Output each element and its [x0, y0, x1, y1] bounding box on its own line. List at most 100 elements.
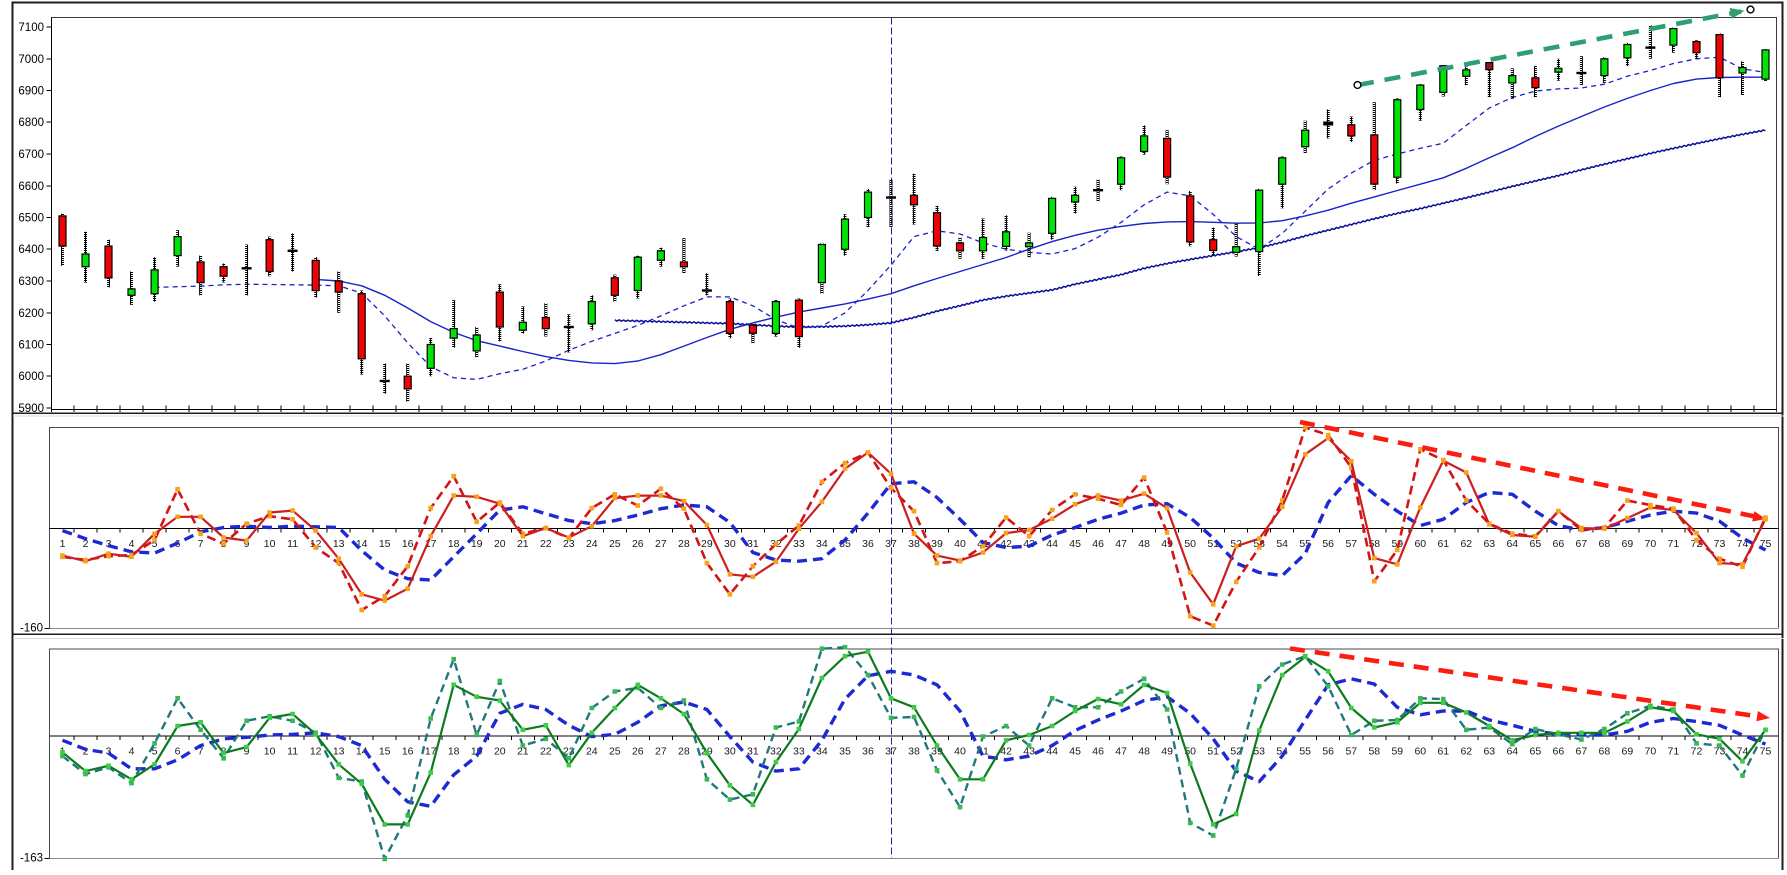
- svg-text:3: 3: [106, 745, 112, 757]
- svg-text:-160: -160: [20, 623, 43, 635]
- svg-text:22: 22: [540, 745, 552, 757]
- svg-text:37: 37: [885, 538, 897, 550]
- svg-text:27: 27: [655, 538, 667, 550]
- svg-text:63: 63: [1483, 538, 1495, 550]
- svg-text:29: 29: [701, 538, 713, 550]
- svg-text:40: 40: [954, 745, 966, 757]
- svg-text:55: 55: [1299, 538, 1311, 550]
- svg-text:39: 39: [931, 745, 943, 757]
- svg-text:47: 47: [1115, 538, 1127, 550]
- svg-text:67: 67: [1576, 745, 1588, 757]
- svg-text:12: 12: [310, 745, 322, 757]
- svg-text:48: 48: [1138, 538, 1150, 550]
- svg-text:41: 41: [977, 745, 989, 757]
- svg-text:51: 51: [1207, 538, 1219, 550]
- svg-text:15: 15: [379, 745, 391, 757]
- svg-text:17: 17: [425, 538, 437, 550]
- svg-text:6800: 6800: [18, 117, 44, 129]
- svg-text:64: 64: [1506, 538, 1518, 550]
- svg-text:53: 53: [1253, 538, 1265, 550]
- svg-text:55: 55: [1299, 745, 1311, 757]
- svg-text:44: 44: [1046, 538, 1058, 550]
- svg-text:34: 34: [816, 538, 828, 550]
- svg-text:6: 6: [175, 745, 181, 757]
- svg-text:47: 47: [1115, 745, 1127, 757]
- svg-text:7000: 7000: [18, 54, 44, 66]
- svg-text:71: 71: [1668, 538, 1680, 550]
- svg-text:2: 2: [83, 538, 89, 550]
- svg-text:72: 72: [1691, 538, 1703, 550]
- svg-text:33: 33: [793, 538, 805, 550]
- svg-text:68: 68: [1599, 538, 1611, 550]
- svg-text:51: 51: [1207, 745, 1219, 757]
- svg-text:7: 7: [198, 745, 204, 757]
- svg-text:43: 43: [1023, 745, 1035, 757]
- svg-text:28: 28: [678, 538, 690, 550]
- svg-text:26: 26: [632, 745, 644, 757]
- svg-text:16: 16: [402, 538, 414, 550]
- svg-text:18: 18: [448, 538, 460, 550]
- svg-text:23: 23: [563, 745, 575, 757]
- svg-text:5: 5: [152, 538, 158, 550]
- svg-text:45: 45: [1069, 538, 1081, 550]
- svg-text:27: 27: [655, 745, 667, 757]
- svg-text:56: 56: [1322, 538, 1334, 550]
- svg-text:19: 19: [471, 745, 483, 757]
- svg-text:67: 67: [1576, 538, 1588, 550]
- svg-text:73: 73: [1714, 538, 1726, 550]
- svg-text:11: 11: [287, 538, 298, 550]
- svg-text:6600: 6600: [18, 181, 44, 193]
- svg-text:74: 74: [1737, 745, 1749, 757]
- svg-text:21: 21: [517, 538, 529, 550]
- svg-text:49: 49: [1161, 538, 1173, 550]
- svg-text:6400: 6400: [18, 244, 44, 256]
- svg-text:66: 66: [1553, 538, 1565, 550]
- svg-text:16: 16: [402, 745, 414, 757]
- svg-text:50: 50: [1184, 745, 1196, 757]
- svg-text:42: 42: [1000, 745, 1012, 757]
- svg-text:7100: 7100: [18, 22, 44, 34]
- svg-text:75: 75: [1760, 745, 1772, 757]
- svg-text:43: 43: [1023, 538, 1035, 550]
- svg-text:24: 24: [586, 745, 598, 757]
- svg-text:-163: -163: [20, 853, 43, 865]
- svg-text:26: 26: [632, 538, 644, 550]
- svg-text:38: 38: [908, 538, 920, 550]
- svg-text:61: 61: [1437, 745, 1449, 757]
- svg-text:53: 53: [1253, 745, 1265, 757]
- svg-text:71: 71: [1668, 745, 1680, 757]
- svg-text:60: 60: [1414, 745, 1426, 757]
- svg-text:32: 32: [770, 745, 782, 757]
- svg-text:30: 30: [724, 538, 736, 550]
- svg-text:65: 65: [1530, 538, 1542, 550]
- svg-text:31: 31: [747, 745, 759, 757]
- svg-text:56: 56: [1322, 745, 1334, 757]
- svg-text:23: 23: [563, 538, 575, 550]
- svg-text:57: 57: [1345, 745, 1357, 757]
- svg-text:46: 46: [1092, 745, 1104, 757]
- svg-text:5: 5: [152, 745, 158, 757]
- svg-text:9: 9: [244, 538, 250, 550]
- svg-text:7: 7: [198, 538, 204, 550]
- svg-text:22: 22: [540, 538, 552, 550]
- svg-text:68: 68: [1599, 745, 1611, 757]
- svg-text:15: 15: [379, 538, 391, 550]
- svg-text:6200: 6200: [18, 308, 44, 320]
- svg-text:70: 70: [1645, 538, 1657, 550]
- svg-text:58: 58: [1368, 538, 1380, 550]
- svg-text:52: 52: [1230, 745, 1242, 757]
- svg-text:28: 28: [678, 745, 690, 757]
- svg-text:54: 54: [1276, 745, 1288, 757]
- svg-text:6000: 6000: [18, 371, 44, 383]
- svg-text:14: 14: [356, 745, 368, 757]
- svg-text:64: 64: [1506, 745, 1518, 757]
- svg-text:38: 38: [908, 745, 920, 757]
- svg-text:4: 4: [129, 745, 135, 757]
- svg-text:19: 19: [471, 538, 483, 550]
- svg-text:6500: 6500: [18, 213, 44, 225]
- svg-text:6900: 6900: [18, 86, 44, 98]
- svg-text:74: 74: [1737, 538, 1749, 550]
- svg-text:25: 25: [609, 538, 621, 550]
- svg-text:62: 62: [1460, 538, 1472, 550]
- svg-text:50: 50: [1184, 538, 1196, 550]
